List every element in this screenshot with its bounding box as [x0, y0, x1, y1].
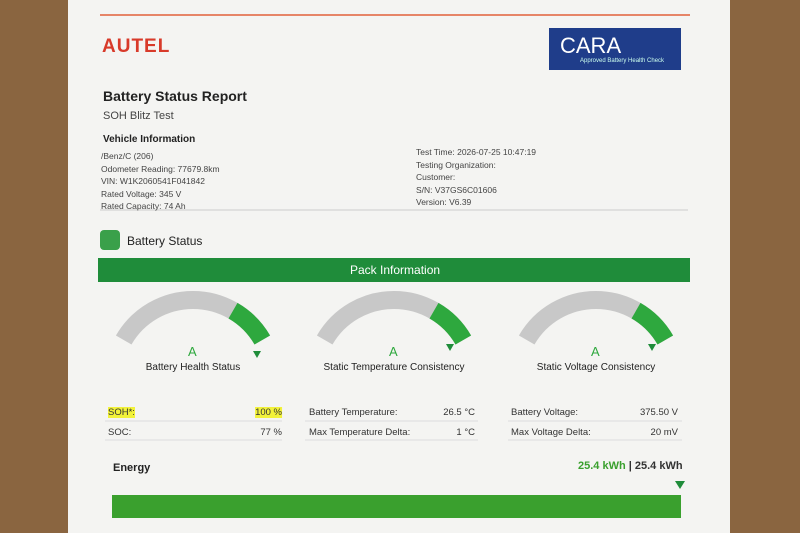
row-value: 1 °C	[456, 427, 475, 438]
row-label: SOH*:	[108, 407, 135, 418]
vehicle-field: Odometer Reading: 77679.8km	[101, 163, 220, 174]
badge-title: CARA	[560, 33, 622, 58]
row-label: Battery Voltage:	[511, 407, 579, 418]
badge-subtitle: Approved Battery Health Check	[580, 58, 665, 64]
gauge-fill	[228, 302, 271, 345]
grade: A	[591, 344, 600, 359]
test-field: S/N: V37GS6C01606	[416, 184, 497, 195]
row-value: 20 mV	[650, 427, 678, 438]
test-field: Customer:	[416, 172, 456, 182]
row-label: Max Voltage Delta:	[511, 427, 591, 438]
title: Battery Status Report	[103, 88, 247, 104]
gauge-label: Static Voltage Consistency	[536, 362, 656, 373]
energy-bar	[112, 495, 681, 518]
test-field: Testing Organization:	[416, 159, 496, 170]
gauge-fill	[429, 302, 472, 345]
pointer	[648, 344, 656, 351]
status-heading: Battery Status	[127, 234, 203, 248]
gauge-fill	[631, 302, 674, 345]
pointer	[253, 351, 261, 358]
energy-current: 25.4 kWh	[578, 460, 626, 472]
gauge-label: Battery Health Status	[145, 362, 241, 373]
subtitle: SOH Blitz Test	[103, 110, 174, 122]
gauge-label: Static Temperature Consistency	[323, 362, 465, 373]
row-value: 77 %	[260, 427, 282, 438]
row-lines	[105, 420, 682, 441]
energy-marker	[675, 481, 685, 489]
grade: A	[389, 344, 398, 359]
energy-total: 25.4 kWh	[634, 460, 683, 472]
test-field: Version: V6.39	[416, 197, 472, 207]
test-field: Test Time: 2026-07-25 10:47:19	[416, 147, 537, 157]
cara-badge	[549, 28, 681, 70]
brand: AUTEL	[102, 36, 171, 57]
vehicle-heading: Vehicle Information	[103, 134, 196, 145]
row-label: Max Temperature Delta:	[309, 427, 411, 438]
gauge-pointers	[253, 344, 656, 358]
pack-banner	[98, 258, 690, 282]
energy-label: Energy	[113, 462, 151, 474]
vehicle-field: VIN: W1K2060541F041842	[101, 176, 205, 186]
energy-values: 25.4 kWh | 25.4 kWh	[578, 460, 683, 472]
vehicle-field: Rated Voltage: 345 V	[101, 188, 182, 199]
status-icon	[100, 230, 120, 250]
vehicle-field: /Benz/C (206)	[101, 151, 154, 161]
row-value: 26.5 °C	[443, 407, 475, 418]
separator: |	[628, 460, 632, 472]
row-value: 100 %	[255, 407, 282, 418]
vehicle-field: Rated Capacity: 74 Ah	[101, 201, 186, 211]
grade: A	[188, 344, 197, 359]
pointer	[446, 344, 454, 351]
gauges	[115, 291, 674, 345]
row-label: SOC:	[108, 427, 132, 438]
row-label: Battery Temperature:	[309, 407, 398, 418]
banner: Pack Information	[350, 263, 441, 277]
row-value: 375.50 V	[639, 407, 678, 418]
